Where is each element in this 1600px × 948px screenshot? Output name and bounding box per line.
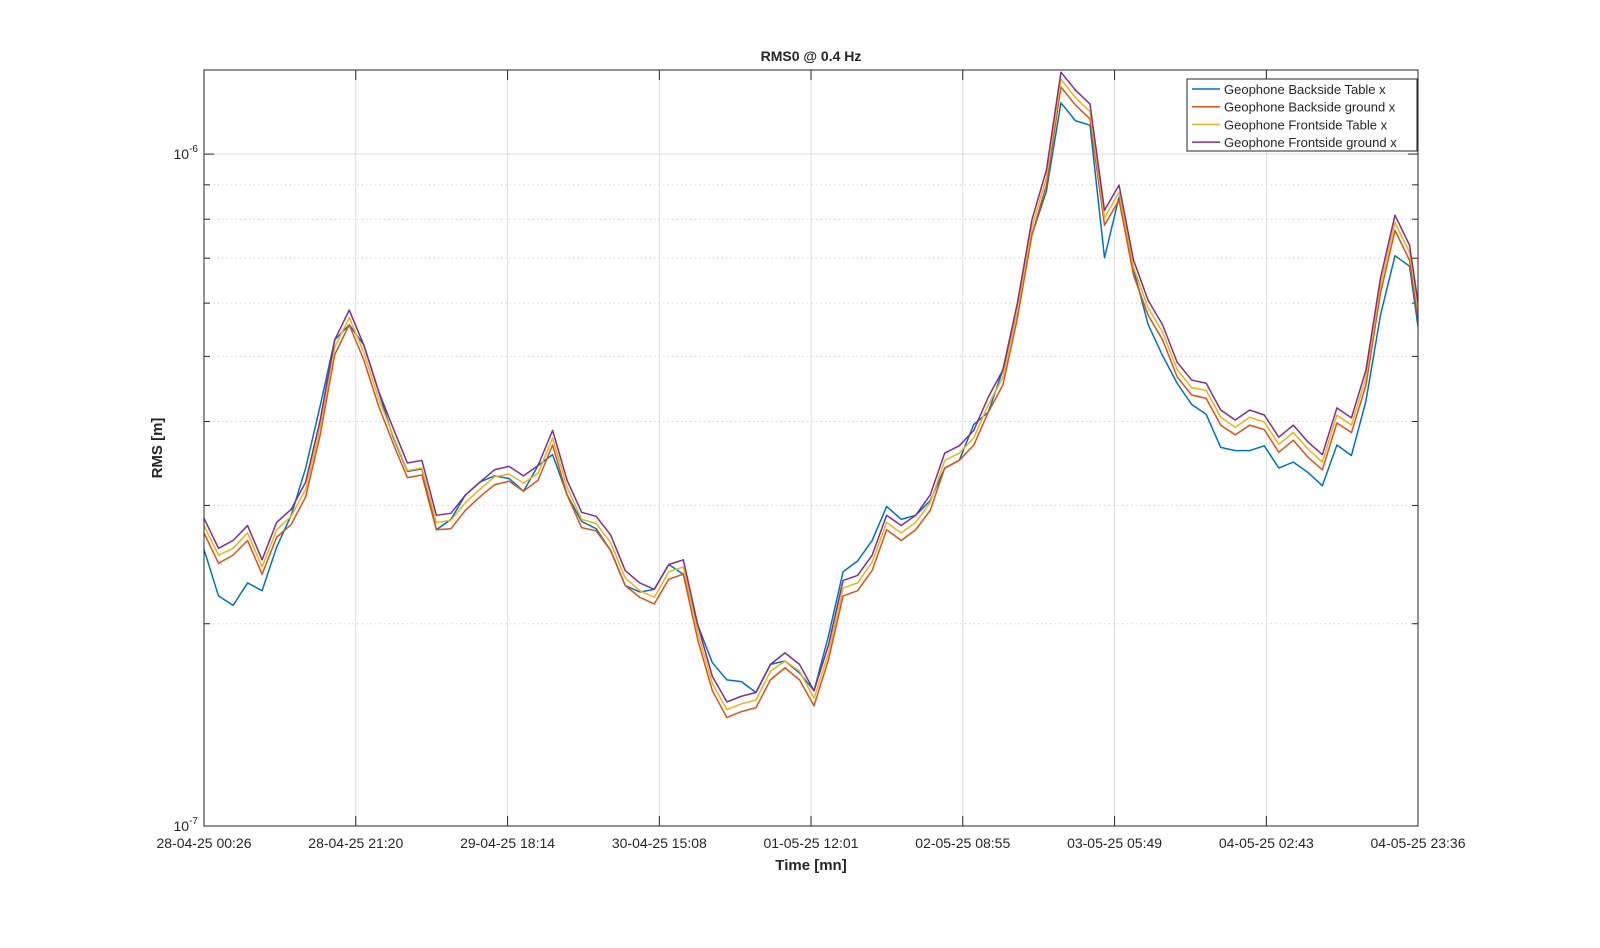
legend: Geophone Backside Table x Geophone Backsi…	[1186, 78, 1418, 152]
legend-label: Geophone Backside ground x	[1224, 100, 1396, 115]
x-tick-label: 28-04-25 00:26	[157, 835, 252, 851]
x-tick-label: 04-05-25 23:36	[1371, 835, 1466, 851]
data-line	[203, 71, 1419, 703]
x-tick-label: 01-05-25 12:01	[764, 835, 859, 851]
data-line	[203, 78, 1419, 711]
y-tick-label: 10-6	[174, 144, 199, 162]
x-tick-label: 30-04-25 15:08	[612, 835, 707, 851]
y-axis-label: RMS [m]	[149, 418, 166, 479]
x-tick-label: 02-05-25 08:55	[915, 835, 1010, 851]
legend-box	[1186, 78, 1418, 152]
x-axis-label: Time [mn]	[775, 857, 846, 874]
legend-label: Geophone Frontside Table x	[1224, 117, 1388, 132]
x-tick-label: 03-05-25 05:49	[1067, 835, 1162, 851]
y-tick-label: 10-7	[174, 816, 199, 834]
x-tick-label: 29-04-25 18:14	[460, 835, 555, 851]
legend-label: Geophone Backside Table x	[1224, 82, 1386, 97]
data-line	[203, 86, 1419, 719]
chart-title: RMS0 @ 0.4 Hz	[761, 48, 862, 64]
x-tick-label: 28-04-25 21:20	[308, 835, 403, 851]
x-tick-label: 04-05-25 02:43	[1219, 835, 1314, 851]
legend-label: Geophone Frontside ground x	[1224, 135, 1397, 150]
axes-box	[203, 69, 1419, 827]
